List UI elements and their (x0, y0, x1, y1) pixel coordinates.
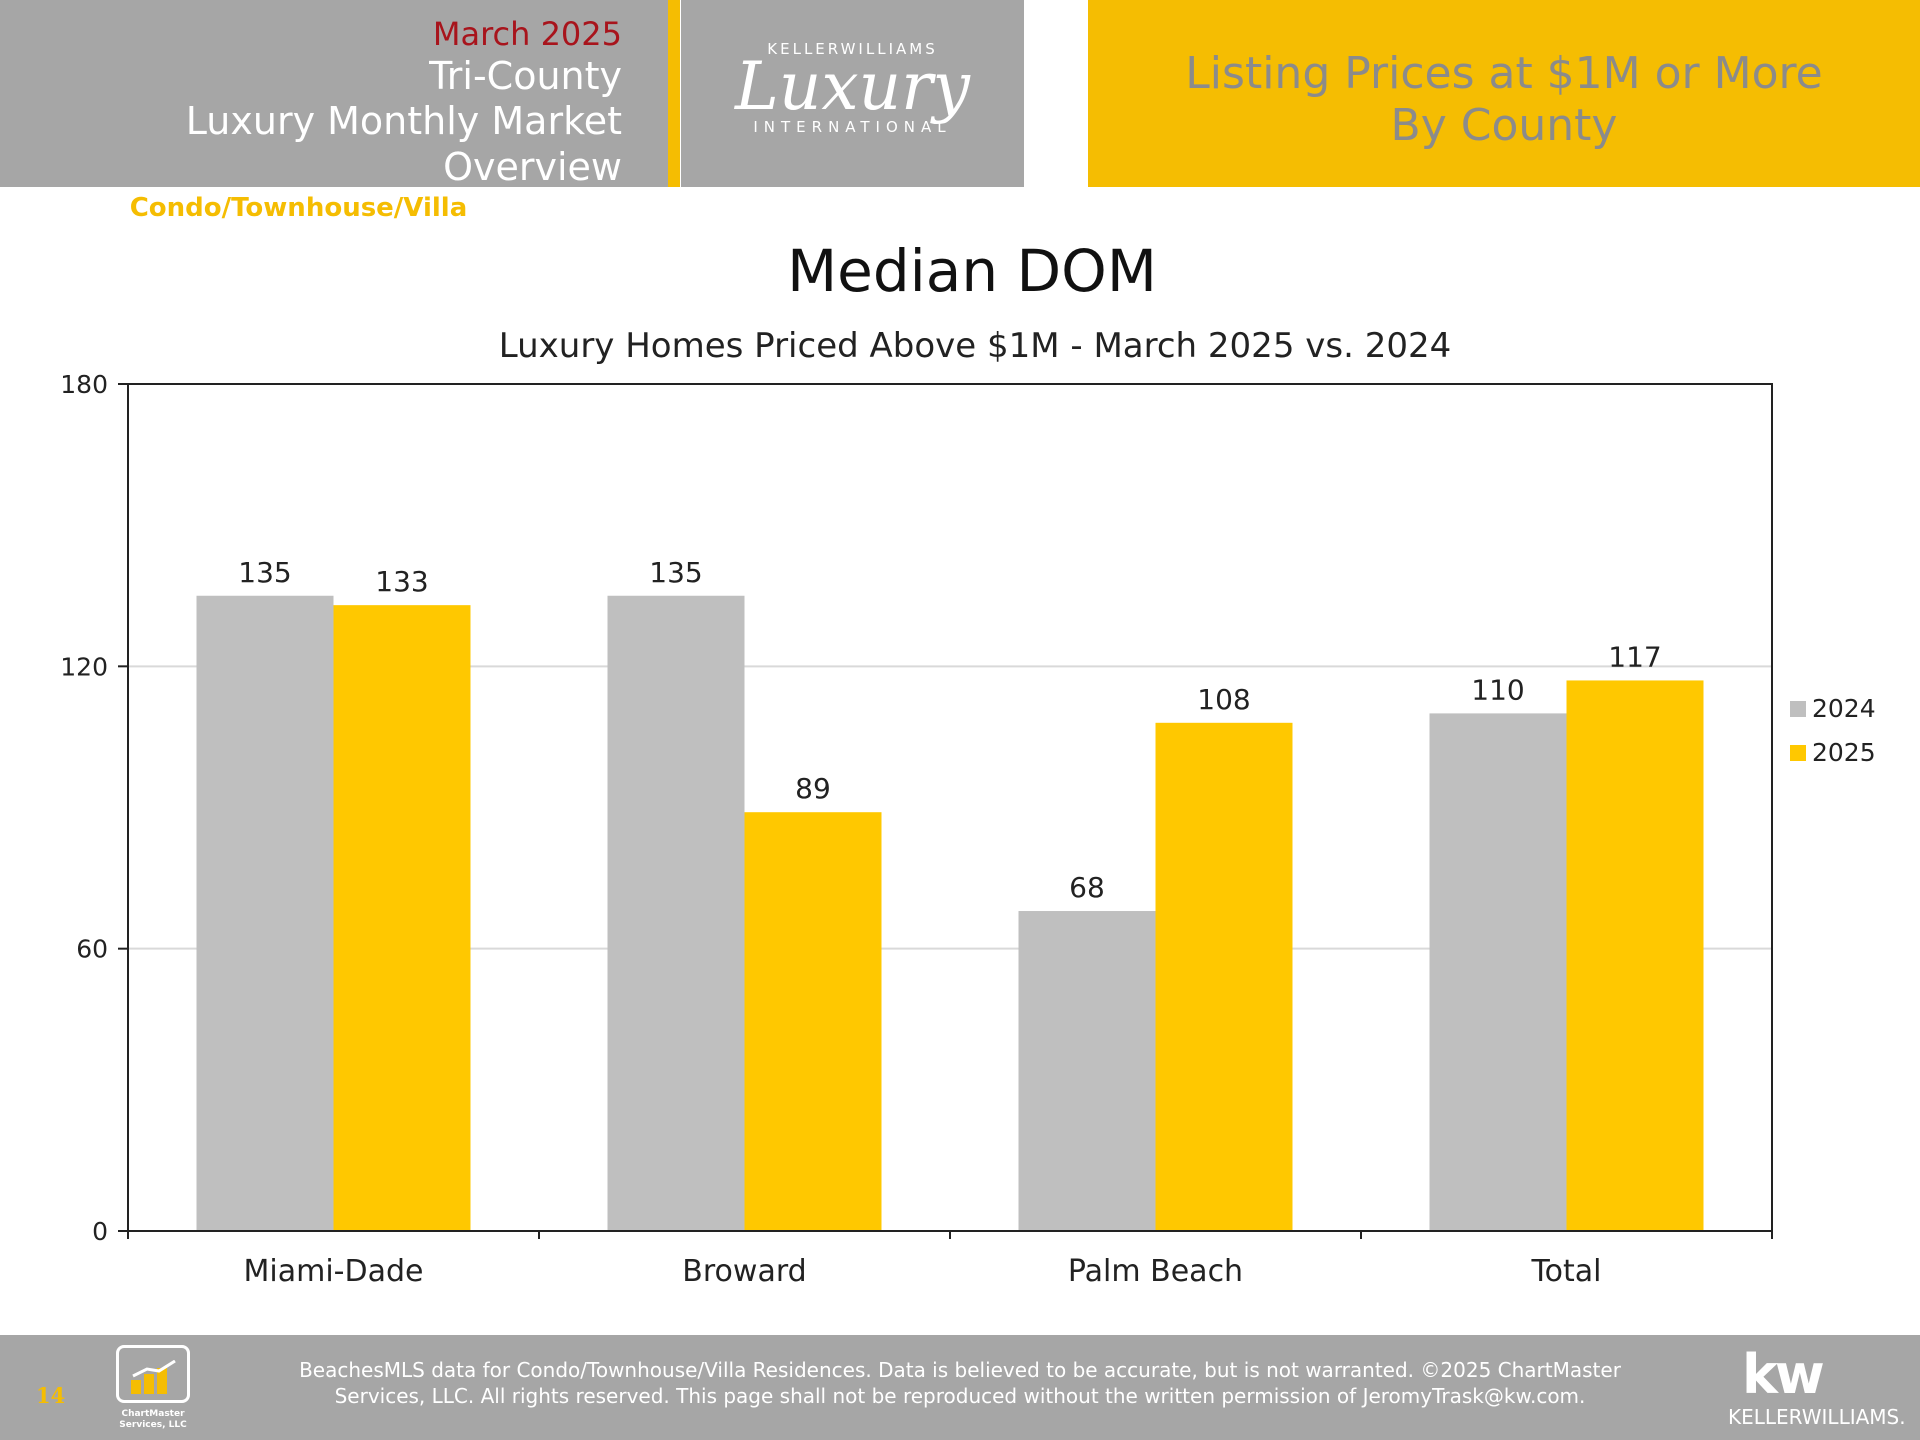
data-label: 110 (1471, 673, 1524, 706)
bar-miami-dade-2025 (333, 605, 471, 1231)
disclaimer: BeachesMLS data for Condo/Townhouse/Vill… (245, 1357, 1675, 1409)
data-label: 135 (649, 556, 702, 589)
data-label: 68 (1069, 871, 1105, 904)
bar-palm-beach-2024 (1018, 911, 1156, 1231)
y-tick-label: 180 (60, 370, 108, 399)
legend-swatch-2025 (1790, 745, 1806, 761)
property-type: Condo/Townhouse/Villa Residences (0, 190, 622, 226)
kw-wordmark: KELLERWILLIAMS. (1728, 1405, 1906, 1429)
data-label: 135 (238, 556, 291, 589)
disclaimer-line2: Services, LLC. All rights reserved. This… (334, 1384, 1586, 1408)
header-divider (668, 0, 680, 187)
logo-top-text: KELLERWILLIAMS (767, 40, 938, 58)
x-tick-label: Total (1530, 1254, 1601, 1289)
report-title: Luxury Monthly Market Overview (185, 99, 622, 189)
disclaimer-line1: BeachesMLS data for Condo/Townhouse/Vill… (299, 1358, 1621, 1382)
header-right-panel: Listing Prices at $1M or More By County (1088, 0, 1920, 187)
x-tick-label: Broward (682, 1254, 806, 1289)
section-title-line2: By County (1390, 100, 1618, 151)
bar-palm-beach-2025 (1155, 722, 1293, 1231)
bar-broward-2025 (744, 812, 882, 1231)
property-type-accent: Condo/Townhouse/Villa (129, 193, 468, 223)
section-title-line1: Listing Prices at $1M or More (1185, 48, 1823, 99)
bar-total-2024 (1429, 713, 1567, 1231)
data-label: 108 (1197, 683, 1250, 716)
legend: 2024 2025 (1790, 694, 1876, 767)
bar-broward-2024 (607, 595, 745, 1231)
legend-swatch-2024 (1790, 701, 1806, 717)
property-type-rest: Residences (467, 193, 623, 223)
logo-bottom-text: INTERNATIONAL (753, 118, 952, 136)
chart-bars-icon (131, 1360, 176, 1394)
report-month: March 2025 (432, 15, 622, 53)
header-titles: March 2025 Tri-County Luxury Monthly Mar… (0, 14, 622, 226)
x-tick-label: Palm Beach (1068, 1254, 1243, 1289)
x-axis: Miami-Dade Broward Palm Beach Total (127, 1231, 1773, 1289)
logo-name-line2: Services, LLC (119, 1420, 187, 1430)
plot-frame (127, 383, 1773, 1232)
kw-mark: kw (1742, 1343, 1825, 1406)
chartmaster-logo-icon (116, 1345, 190, 1403)
bars (196, 595, 1704, 1231)
kw-logo: kw KELLERWILLIAMS. (1728, 1343, 1906, 1430)
data-label: 89 (795, 772, 831, 805)
y-tick-label: 0 (92, 1217, 108, 1246)
chartmaster-logo-name: ChartMaster Services, LLC (100, 1409, 206, 1431)
chart-subtitle: Luxury Homes Priced Above $1M - March 20… (499, 326, 1451, 366)
logo-name-line1: ChartMaster (121, 1409, 185, 1419)
bar-miami-dade-2024 (196, 595, 334, 1231)
logo-main-text: Luxury (735, 48, 970, 125)
section-title: Listing Prices at $1M or More By County (1088, 48, 1920, 152)
y-axis: 0 60 120 180 (60, 370, 128, 1246)
y-tick-label: 60 (76, 935, 108, 964)
data-label: 133 (375, 565, 428, 598)
legend-label: 2025 (1812, 738, 1876, 767)
legend-label: 2024 (1812, 694, 1876, 723)
header-left-panel: March 2025 Tri-County Luxury Monthly Mar… (0, 0, 668, 223)
report-region: Tri-County (429, 54, 622, 98)
data-labels: 135 133 135 89 68 108 110 117 (238, 556, 1661, 904)
median-dom-chart: Median DOM Luxury Homes Priced Above $1M… (60, 237, 1876, 1289)
data-label: 117 (1608, 640, 1661, 673)
y-tick-label: 120 (60, 652, 108, 681)
bar-total-2025 (1566, 680, 1704, 1231)
x-tick-label: Miami-Dade (244, 1254, 424, 1289)
chart-title: Median DOM (787, 237, 1157, 305)
kw-luxury-logo: KELLERWILLIAMS Luxury INTERNATIONAL (681, 0, 1024, 187)
footer: 14 ChartMaster Services, LLC BeachesMLS … (0, 1335, 1920, 1440)
page-number: 14 (36, 1383, 66, 1408)
